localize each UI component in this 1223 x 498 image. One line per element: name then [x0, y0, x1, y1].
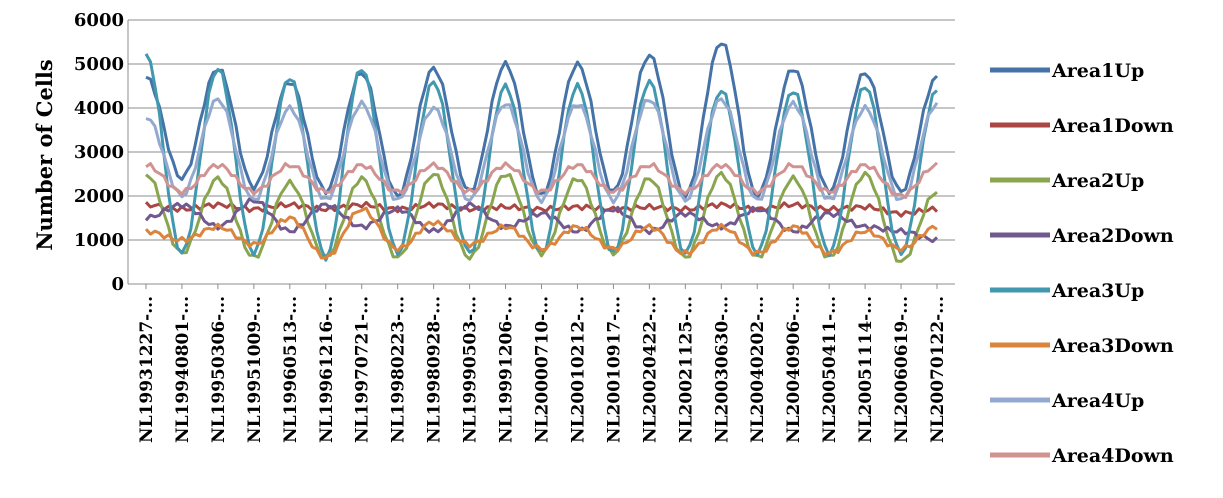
series-line-area3down: [144, 206, 938, 260]
y-tick-label: 3000: [74, 142, 124, 163]
x-tick-label: NL20070122-...: [928, 296, 948, 443]
series-line-area1down: [144, 200, 939, 218]
y-axis-title: Number of Cells: [32, 59, 57, 250]
y-tick-label: 2000: [74, 186, 124, 207]
x-tick-label: NL20040906-...: [784, 296, 804, 443]
series-line-area4up: [145, 97, 939, 205]
x-tick-label: NL20051114-...: [856, 296, 876, 443]
legend-label: Area4Down: [1051, 445, 1174, 467]
y-tick-label: 4000: [74, 98, 124, 119]
x-tick-label: NL20000710-...: [533, 296, 553, 443]
x-tick-label: NL19980223-...: [389, 296, 409, 443]
x-tick-label: NL19980928-...: [425, 296, 445, 443]
x-tick-label: NL19940801-...: [173, 296, 193, 443]
x-tick-label: NL20010212-...: [568, 296, 588, 443]
series-line-area4down: [145, 161, 939, 199]
x-tick-label: NL19960513-...: [281, 296, 301, 443]
x-tick-label: NL19951009-...: [245, 296, 265, 443]
x-tick-label: NL20021125-...: [676, 296, 696, 443]
legend-label: Area1Down: [1051, 115, 1174, 137]
x-tick-label: NL20010917-...: [604, 296, 624, 443]
x-tick-label: NL20060619-...: [892, 296, 912, 443]
series-line-area1up: [145, 42, 939, 201]
y-tick-label: 6000: [74, 10, 124, 31]
x-tick-label: NL19961216-...: [317, 296, 337, 443]
x-tick-label: NL20020422-...: [640, 296, 660, 443]
x-tick-labels: NL19931227-... NL19940801-... NL19950306-.…: [137, 284, 948, 443]
y-tick-label: 5000: [74, 54, 124, 75]
legend-label: Area3Up: [1051, 280, 1144, 302]
y-tick-label: 0: [111, 274, 124, 295]
legend-label: Area1Up: [1051, 60, 1144, 82]
legend-label: Area4Up: [1051, 390, 1144, 412]
x-tick-label: NL20030630-...: [712, 296, 732, 443]
series-line-area3up: [144, 53, 938, 262]
x-tick-label: NL19991206-...: [497, 296, 517, 443]
y-tick-labels: 0 1000 2000 3000 4000 5000 6000: [74, 10, 124, 295]
x-tick-label: NL19970721-...: [353, 296, 373, 443]
legend-label: Area2Down: [1051, 225, 1174, 247]
x-tick-label: NL20050411-...: [820, 296, 840, 443]
legend: Area1Up Area1Down Area2Up Area2Down Area3Up A…: [990, 60, 1174, 467]
x-tick-label: NL20040202-...: [748, 296, 768, 443]
series-line-area2up: [145, 170, 938, 263]
series-lines: [144, 42, 939, 263]
x-tick-label: NL19950306-...: [209, 296, 229, 443]
y-tick-label: 1000: [74, 230, 124, 251]
legend-label: Area3Down: [1051, 335, 1174, 357]
legend-label: Area2Up: [1051, 170, 1144, 192]
x-tick-label: NL19990503-...: [461, 296, 481, 443]
x-tick-label: NL19931227-...: [137, 296, 157, 443]
